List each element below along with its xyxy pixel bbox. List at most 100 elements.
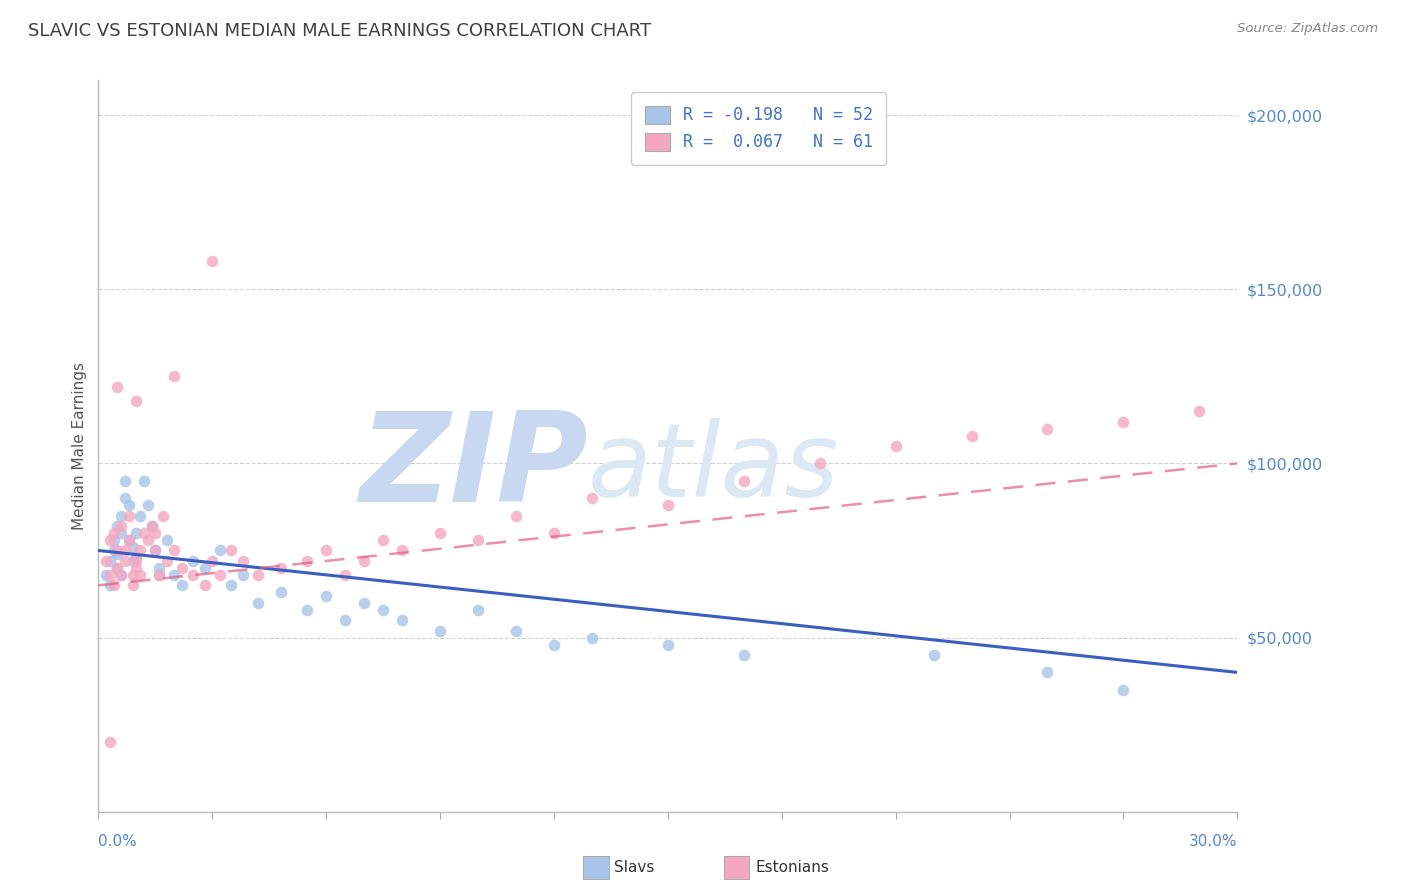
Point xyxy=(94,567,117,582)
Point xyxy=(391,613,413,627)
Point xyxy=(1112,682,1135,697)
Point xyxy=(201,554,224,568)
Point xyxy=(543,526,565,541)
Point xyxy=(125,526,148,541)
Point xyxy=(114,543,136,558)
Point xyxy=(808,457,831,471)
Point xyxy=(170,578,193,592)
Point xyxy=(353,596,375,610)
Point xyxy=(103,526,125,541)
Point xyxy=(1112,415,1135,429)
Point xyxy=(194,561,217,575)
Point xyxy=(118,533,141,547)
Point xyxy=(110,567,132,582)
Point xyxy=(163,369,186,384)
Point xyxy=(208,567,231,582)
Point xyxy=(429,624,451,638)
Point xyxy=(922,648,945,662)
Point xyxy=(335,567,357,582)
Point xyxy=(246,567,269,582)
Point xyxy=(657,498,679,512)
Point xyxy=(136,533,159,547)
Point xyxy=(315,589,337,603)
Y-axis label: Median Male Earnings: Median Male Earnings xyxy=(72,362,87,530)
Point xyxy=(121,554,143,568)
Point xyxy=(107,380,129,394)
Point xyxy=(145,526,167,541)
Point xyxy=(232,554,254,568)
Point xyxy=(581,631,603,645)
Point xyxy=(110,567,132,582)
Point xyxy=(221,543,243,558)
Point xyxy=(884,439,907,453)
Point xyxy=(107,519,129,533)
Point xyxy=(335,613,357,627)
Point xyxy=(145,543,167,558)
Text: Slavs: Slavs xyxy=(614,860,655,874)
Point xyxy=(118,498,141,512)
Point xyxy=(141,519,163,533)
Point xyxy=(145,543,167,558)
Point xyxy=(98,578,121,592)
Point xyxy=(505,508,527,523)
Point xyxy=(103,543,125,558)
Point xyxy=(148,561,170,575)
Point xyxy=(194,578,217,592)
Point xyxy=(136,498,159,512)
Point xyxy=(505,624,527,638)
Point xyxy=(315,543,337,558)
Point xyxy=(121,540,143,554)
Text: ZIP: ZIP xyxy=(360,408,588,528)
Point xyxy=(733,474,755,488)
Point xyxy=(125,550,148,565)
Point xyxy=(581,491,603,506)
Point xyxy=(353,554,375,568)
Point xyxy=(371,533,394,547)
Point xyxy=(107,543,129,558)
Point xyxy=(733,648,755,662)
Point xyxy=(1036,421,1059,435)
Point xyxy=(141,519,163,533)
Point xyxy=(103,533,125,547)
Point xyxy=(148,567,170,582)
Point xyxy=(246,596,269,610)
Point xyxy=(125,393,148,408)
Text: Source: ZipAtlas.com: Source: ZipAtlas.com xyxy=(1237,22,1378,36)
Text: Estonians: Estonians xyxy=(755,860,830,874)
Point xyxy=(98,533,121,547)
Point xyxy=(110,526,132,541)
Point xyxy=(270,585,292,599)
Text: SLAVIC VS ESTONIAN MEDIAN MALE EARNINGS CORRELATION CHART: SLAVIC VS ESTONIAN MEDIAN MALE EARNINGS … xyxy=(28,22,651,40)
Point xyxy=(121,567,143,582)
Point xyxy=(156,554,179,568)
Point xyxy=(163,567,186,582)
Point xyxy=(208,543,231,558)
Point xyxy=(114,554,136,568)
Legend: R = -0.198   N = 52, R =  0.067   N = 61: R = -0.198 N = 52, R = 0.067 N = 61 xyxy=(631,92,886,165)
Point xyxy=(657,638,679,652)
Point xyxy=(429,526,451,541)
Point xyxy=(114,491,136,506)
Point xyxy=(183,567,205,582)
Point xyxy=(152,508,174,523)
Point xyxy=(467,603,489,617)
Point xyxy=(94,554,117,568)
Point xyxy=(114,474,136,488)
Point xyxy=(297,603,319,617)
Point xyxy=(467,533,489,547)
Point xyxy=(170,561,193,575)
Point xyxy=(103,578,125,592)
Point xyxy=(110,508,132,523)
Point xyxy=(543,638,565,652)
Point xyxy=(371,603,394,617)
Point xyxy=(118,508,141,523)
Point xyxy=(110,519,132,533)
Point xyxy=(232,567,254,582)
Point xyxy=(129,508,152,523)
Point xyxy=(148,567,170,582)
Point xyxy=(1188,404,1211,418)
Point xyxy=(98,554,121,568)
Point xyxy=(297,554,319,568)
Point xyxy=(121,578,143,592)
Point xyxy=(156,533,179,547)
